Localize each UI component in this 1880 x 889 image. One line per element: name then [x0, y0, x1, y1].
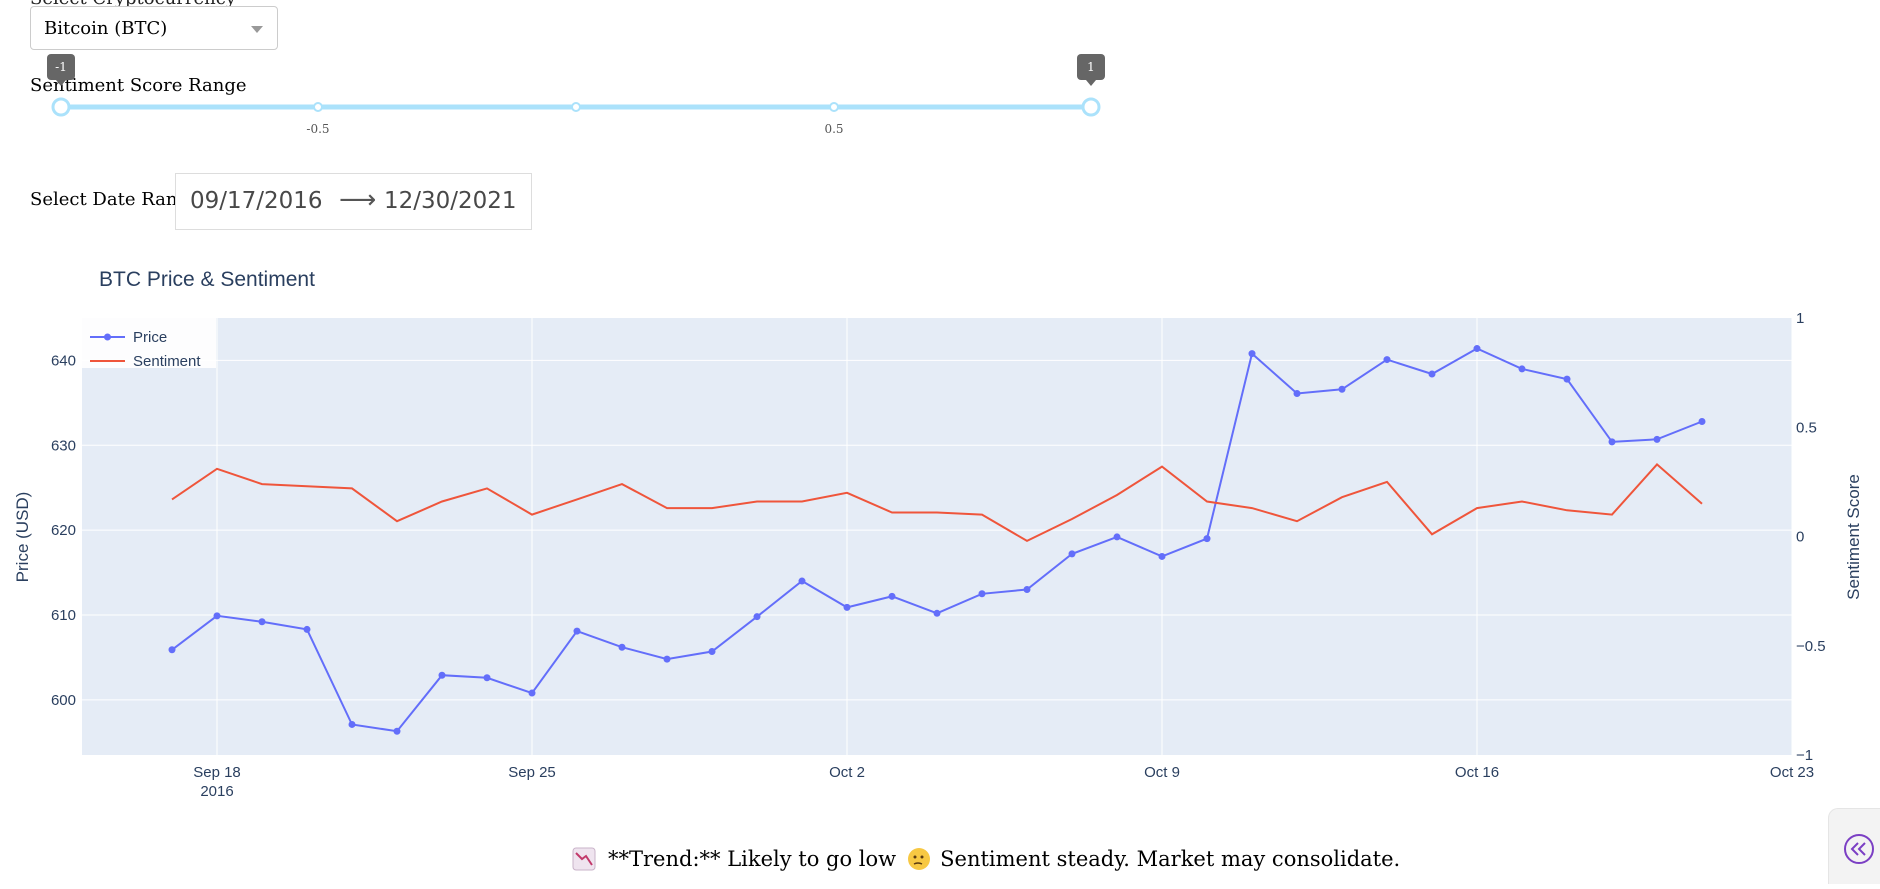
- crypto-select-label: Select Cryptocurrency: [30, 0, 236, 9]
- x-tick-label: Oct 9: [1144, 764, 1180, 781]
- data-point-price: [978, 590, 986, 598]
- data-point-price: [753, 613, 761, 621]
- y2-axis-label: Sentiment Score: [1844, 474, 1863, 600]
- slider-handle-low[interactable]: [51, 97, 71, 117]
- trend-summary: **Trend:** Likely to go low Sentiment st…: [572, 846, 1400, 872]
- data-point-price: [438, 671, 446, 679]
- data-point-price: [1068, 550, 1076, 558]
- legend-label: Price: [133, 329, 167, 346]
- data-point-price: [213, 612, 221, 620]
- axis-ticks: Sep 18 2016 Sep 25 Oct 2 Oct 9 Oct 16 Oct 23 60…: [51, 310, 1826, 800]
- chart-title: BTC Price & Sentiment: [99, 268, 315, 291]
- end-date-input[interactable]: 12/30/2021: [384, 188, 517, 214]
- slider-tooltip-low: -1: [47, 54, 75, 86]
- sentiment-range-slider[interactable]: -0.5 0.5: [0, 0, 1120, 145]
- data-point-price: [933, 609, 941, 617]
- y-tick-label: 610: [51, 607, 76, 624]
- x-tick-year: 2016: [200, 783, 233, 800]
- legend-marker: [104, 333, 111, 341]
- date-range-picker[interactable]: 09/17/2016 ⟶ 12/30/2021: [175, 173, 532, 230]
- data-point-price: [168, 646, 176, 654]
- x-tick-label: Oct 2: [829, 764, 865, 781]
- data-point-price: [888, 592, 896, 600]
- data-point-price: [1428, 370, 1436, 378]
- data-point-price: [663, 655, 671, 663]
- chart-decreasing-icon: [572, 847, 596, 871]
- data-point-price: [1608, 438, 1616, 446]
- crypto-dropdown[interactable]: Bitcoin (BTC): [30, 6, 278, 50]
- arrow-right-icon: ⟶: [339, 185, 377, 215]
- data-point-price: [303, 625, 311, 633]
- plot-area: [82, 318, 1792, 755]
- date-range-label: Select Date Range: [30, 189, 200, 210]
- sentiment-text: Sentiment steady. Market may consolidate…: [940, 847, 1401, 871]
- data-point-price: [1203, 535, 1211, 543]
- data-point-price: [1473, 345, 1481, 353]
- y2-tick-label: 1: [1796, 310, 1804, 327]
- data-point-price: [258, 618, 266, 626]
- data-point-price: [528, 689, 536, 697]
- data-point-price: [708, 647, 716, 655]
- price-sentiment-chart: BTC Price & Sentiment Sep 18 2016 Sep 25 Oc…: [13, 268, 1863, 800]
- gridlines: [82, 318, 1793, 755]
- y-tick-label: 620: [51, 522, 76, 539]
- y-tick-label: 640: [51, 352, 76, 369]
- x-tick-label: Oct 23: [1770, 764, 1814, 781]
- data-point-price: [1293, 390, 1301, 398]
- slider-dot: [571, 102, 581, 112]
- data-point-price: [618, 643, 626, 651]
- legend-box: [82, 318, 216, 368]
- x-tick-label: Oct 16: [1455, 764, 1499, 781]
- y2-tick-label: 0.5: [1796, 419, 1817, 436]
- series-group: [168, 345, 1706, 735]
- y2-tick-label: −0.5: [1796, 638, 1826, 655]
- data-point-price: [1563, 375, 1571, 383]
- y-axis-label: Price (USD): [13, 492, 32, 583]
- y2-tick-label: 0: [1796, 529, 1804, 546]
- slider-mark-label: -0.5: [306, 122, 329, 136]
- chevron-down-icon[interactable]: [251, 26, 263, 33]
- data-point-price: [843, 603, 851, 611]
- start-date-input[interactable]: 09/17/2016: [190, 188, 323, 214]
- slider-handle-high[interactable]: [1081, 97, 1101, 117]
- data-point-price: [1338, 385, 1346, 393]
- legend-label: Sentiment: [133, 353, 201, 370]
- data-point-price: [1023, 586, 1031, 594]
- slider-dot: [829, 102, 839, 112]
- x-tick-label: Sep 18: [193, 764, 241, 781]
- trend-text: **Trend:** Likely to go low: [608, 847, 897, 871]
- data-point-price: [1518, 365, 1526, 373]
- legend[interactable]: Price Sentiment: [82, 318, 216, 370]
- data-point-price: [348, 720, 356, 728]
- data-point-price: [573, 627, 581, 635]
- data-point-price: [798, 577, 806, 585]
- slider-mark-label: 0.5: [824, 122, 843, 136]
- data-point-price: [1248, 350, 1256, 358]
- sentiment-range-label: Sentiment Score Range: [30, 75, 247, 96]
- slider-tooltip-high: 1: [1077, 54, 1105, 86]
- collapse-panel-button[interactable]: [1828, 808, 1880, 884]
- x-tick-label: Sep 25: [508, 764, 556, 781]
- y-tick-label: 630: [51, 437, 76, 454]
- data-point-price: [1698, 418, 1706, 426]
- thinking-face-icon: [908, 848, 931, 870]
- y2-tick-label: −1: [1796, 747, 1813, 764]
- data-point-price: [1383, 356, 1391, 364]
- data-point-price: [1158, 552, 1166, 560]
- double-chevron-left-icon: [1844, 834, 1874, 864]
- data-point-price: [393, 727, 401, 735]
- data-point-price: [1653, 435, 1661, 443]
- data-point-price: [483, 674, 491, 682]
- series-line-sentiment: [171, 462, 1703, 543]
- data-point-price: [1113, 533, 1121, 541]
- y-tick-label: 600: [51, 692, 76, 709]
- crypto-dropdown-value: Bitcoin (BTC): [44, 17, 168, 39]
- slider-dot: [313, 102, 323, 112]
